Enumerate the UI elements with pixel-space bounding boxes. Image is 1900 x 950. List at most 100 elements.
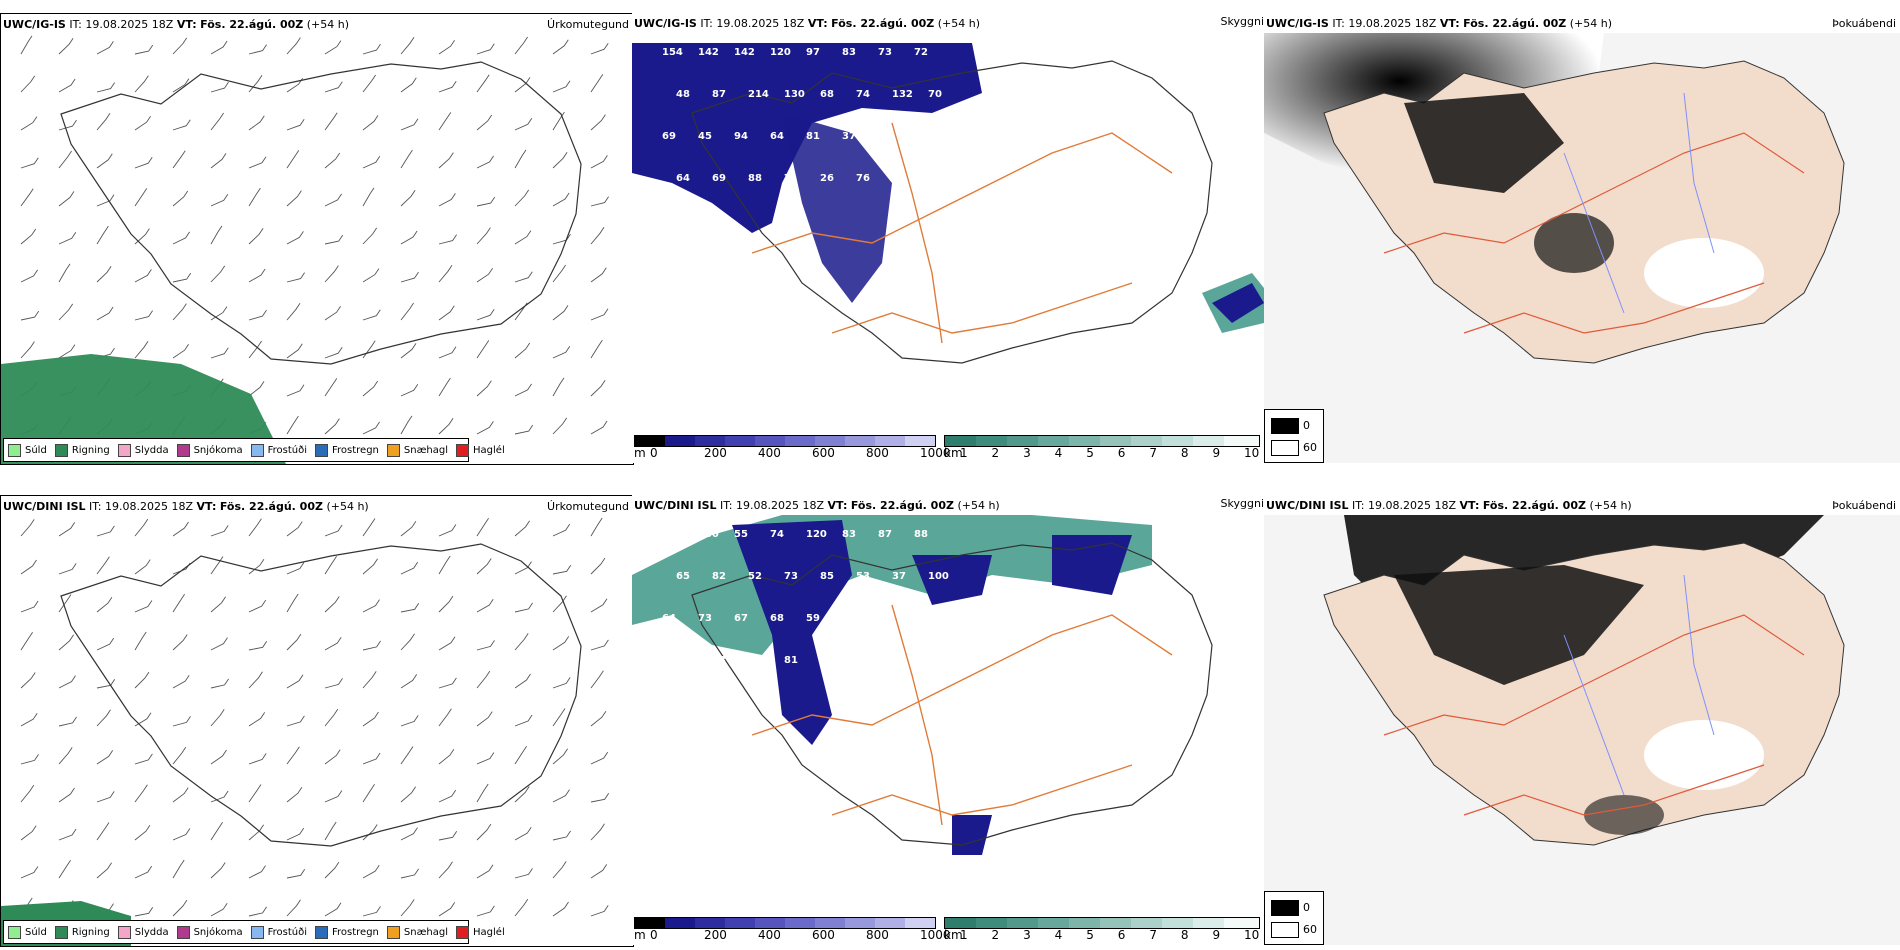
wind-barb: [210, 194, 229, 207]
wind-barb: [324, 234, 344, 245]
cloud-base-value: 70: [914, 131, 928, 142]
low-cloud-north: [732, 520, 852, 745]
colorbar-tick: 3: [1023, 928, 1031, 942]
wind-barb: [514, 520, 530, 537]
wind-barb: [324, 749, 341, 765]
legend-label: Snjókoma: [193, 444, 243, 456]
cloud-map: 154 142 142 120 97 83 73 72 48 87 214 130 68 74 132 70 6…: [632, 43, 1264, 364]
wind-barb: [210, 112, 224, 131]
panel-header: UWC/IG-IS IT: 19.08.2025 18Z VT: Fös. 22…: [3, 18, 350, 31]
wind-barb: [476, 340, 490, 359]
legend-item: Súld: [8, 443, 47, 457]
wind-barb: [590, 227, 605, 245]
wind-barb: [324, 193, 342, 207]
wind-barb: [400, 746, 414, 765]
wind-barb: [58, 716, 77, 727]
wind-barb: [438, 555, 451, 575]
wind-barb: [20, 825, 37, 841]
wind-barb: [324, 40, 342, 55]
wind-barb: [590, 751, 609, 765]
cloud-dark-east: [1212, 283, 1264, 323]
wind-barb: [96, 113, 111, 131]
cloud-base-value: 142: [734, 47, 755, 58]
cloud-base-value: 76: [842, 613, 856, 624]
wind-barb: [324, 152, 341, 169]
wind-barb: [438, 112, 452, 131]
wind-barb: [552, 636, 570, 651]
cloud-base-value: 64: [770, 131, 784, 142]
cloud-base-value: 74: [856, 89, 870, 100]
wind-barb: [514, 786, 530, 803]
panel-title: Skyggni: [1220, 497, 1264, 510]
wind-barb: [20, 866, 39, 879]
wind-barb: [438, 636, 456, 651]
colorbar-tick: 400: [758, 446, 781, 460]
roads: [751, 122, 1173, 344]
wind-barb: [172, 190, 189, 207]
wind-barb: [58, 38, 74, 55]
wind-barb: [286, 303, 301, 321]
wind-barb: [134, 269, 152, 283]
cloud-base-value: 26: [820, 173, 834, 184]
wind-barb: [324, 556, 337, 575]
wind-barb: [438, 861, 453, 879]
wind-barb: [20, 116, 38, 131]
iceland-outline: [60, 61, 582, 365]
wind-barb: [286, 869, 306, 879]
cloud-base-value: 83: [842, 529, 856, 540]
wind-barb: [552, 264, 566, 283]
wind-barb: [248, 641, 268, 651]
legend-swatch: [315, 925, 328, 939]
wind-barb: [438, 748, 455, 765]
wind-barb: [514, 602, 533, 613]
wind-barb: [286, 272, 305, 283]
wind-barb: [514, 561, 532, 575]
wind-barb: [248, 599, 267, 613]
wind-barb: [172, 343, 189, 359]
wind-barb: [248, 753, 267, 765]
colorbar-tick: 2: [991, 446, 1000, 460]
cloud-base-value: 64: [676, 173, 690, 184]
wind-barb: [590, 823, 605, 841]
wind-barb: [324, 821, 337, 841]
legend-swatch: [315, 443, 328, 457]
cloud-base-value: 54: [878, 131, 892, 142]
wind-barb: [172, 521, 189, 537]
colorbar-tick: 6: [1117, 928, 1126, 942]
wind-barb: [362, 599, 380, 613]
legend-swatch: [456, 443, 470, 457]
colorbar-tick: 9: [1212, 928, 1221, 942]
wind-barb: [286, 37, 301, 55]
colorbar-tick: 4: [1054, 928, 1063, 942]
wind-barb: [476, 598, 494, 613]
precip-map: [1, 517, 610, 946]
wind-barb: [400, 868, 419, 879]
cloud-base-value: 73: [784, 571, 798, 582]
wind-barb: [438, 831, 458, 841]
legend-swatch: [456, 925, 470, 939]
cloud-base-value: 81: [892, 655, 906, 666]
wind-barb: [134, 600, 153, 613]
wind-barb: [400, 118, 419, 131]
colorbar-tick: 1000: [920, 928, 951, 942]
wind-barb: [134, 310, 153, 321]
wind-barb: [58, 119, 77, 131]
wind-barb: [324, 708, 339, 727]
cloud-base-value: 34: [914, 613, 928, 624]
legend-swatch: [117, 443, 131, 457]
cloud-land-band: [782, 113, 892, 303]
legend-label: Haglél: [473, 926, 505, 938]
wind-barb: [514, 746, 527, 765]
wind-barb: [172, 119, 191, 131]
colorbar-tick: 600: [812, 446, 835, 460]
wind-barb: [286, 827, 305, 841]
wind-barb: [514, 230, 532, 245]
wind-barb: [210, 902, 228, 917]
wind-barb: [438, 789, 457, 803]
cloud-base-value: 74: [770, 529, 784, 540]
wind-barb: [134, 671, 150, 689]
colorbar-unit: km: [944, 446, 963, 460]
wind-barb: [210, 749, 227, 765]
precip-legend: Súld Rigning Slydda Snjókoma Frostúði Frostre…: [3, 920, 505, 944]
wind-barb: [134, 631, 147, 651]
